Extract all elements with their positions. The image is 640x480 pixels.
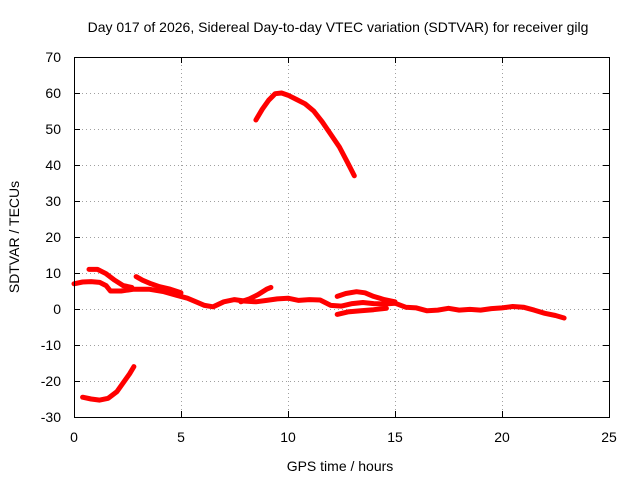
x-tick-label: 5 (177, 429, 185, 445)
y-tick-label: 40 (45, 157, 61, 173)
plot-series (71, 90, 567, 403)
y-tick-label: 30 (45, 193, 61, 209)
x-tick-label: 0 (70, 429, 78, 445)
axis-ticks: 0 5 10 15 20 25 -30 -20 -10 0 10 20 30 40 50 60 70 (41, 49, 617, 445)
y-tick-label: 10 (45, 265, 61, 281)
y-tick-label: -30 (41, 409, 61, 425)
x-tick-label: 15 (387, 429, 403, 445)
series-arc-rise (238, 284, 274, 305)
grid (74, 57, 609, 417)
series-arc-upper-start (86, 266, 135, 290)
chart-title: Day 017 of 2026, Sidereal Day-to-day VTE… (88, 19, 589, 35)
y-tick-label: -20 (41, 373, 61, 389)
x-tick-label: 20 (494, 429, 510, 445)
x-tick-label: 10 (280, 429, 296, 445)
y-tick-label: 60 (45, 85, 61, 101)
series-arc-high (253, 90, 357, 179)
series-arc-lower-late (334, 305, 389, 317)
series-arc-upper-mid (133, 274, 184, 296)
y-tick-label: 50 (45, 121, 61, 137)
x-tick-label: 25 (601, 429, 617, 445)
y-tick-label: -10 (41, 337, 61, 353)
y-tick-label: 70 (45, 49, 61, 65)
y-tick-label: 0 (53, 301, 61, 317)
y-tick-label: 20 (45, 229, 61, 245)
series-arc-upper-late (334, 289, 398, 305)
series-arc-negative (80, 364, 137, 403)
series-arc-main (71, 279, 567, 321)
y-axis-title: SDTVAR / TECUs (6, 181, 22, 293)
x-axis-title: GPS time / hours (287, 458, 394, 474)
